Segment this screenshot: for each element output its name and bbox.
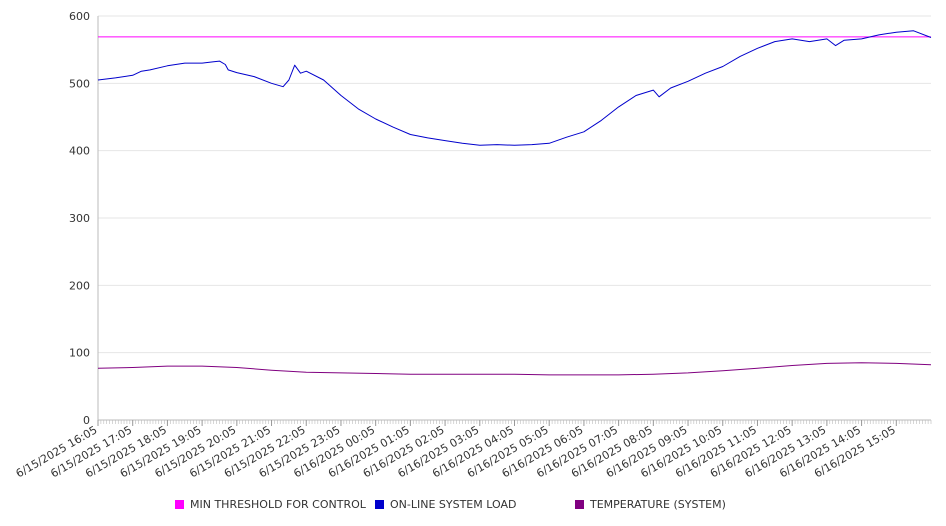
series-group [97,30,932,376]
legend-label-temperature: TEMPERATURE (SYSTEM) [590,498,726,511]
legend-label-load: ON-LINE SYSTEM LOAD [390,498,517,511]
y-tick-label: 400 [69,145,90,158]
y-tick-label: 600 [69,10,90,23]
legend-item-temperature[interactable]: TEMPERATURE (SYSTEM) [575,498,726,511]
y-tick-label: 200 [69,279,90,292]
legend-label-threshold: MIN THRESHOLD FOR CONTROL [190,498,366,511]
legend: MIN THRESHOLD FOR CONTROL ON-LINE SYSTEM… [0,498,946,516]
legend-swatch-load [375,500,384,509]
series-line-temperature [97,362,932,376]
grid-lines [98,15,931,354]
y-tick-label: 500 [69,77,90,90]
legend-swatch-threshold [175,500,184,509]
x-axis: 6/15/2025 16:056/15/2025 17:056/15/2025 … [14,419,932,480]
legend-item-threshold[interactable]: MIN THRESHOLD FOR CONTROL [175,498,366,511]
series-line-load [97,30,932,146]
legend-item-load[interactable]: ON-LINE SYSTEM LOAD [375,498,516,511]
y-tick-label: 0 [83,414,90,427]
y-tick-label: 300 [69,212,90,225]
y-tick-label: 100 [69,347,90,360]
y-axis: 0 100 200 300 400 500 600 [69,10,99,427]
legend-swatch-temperature [575,500,584,509]
